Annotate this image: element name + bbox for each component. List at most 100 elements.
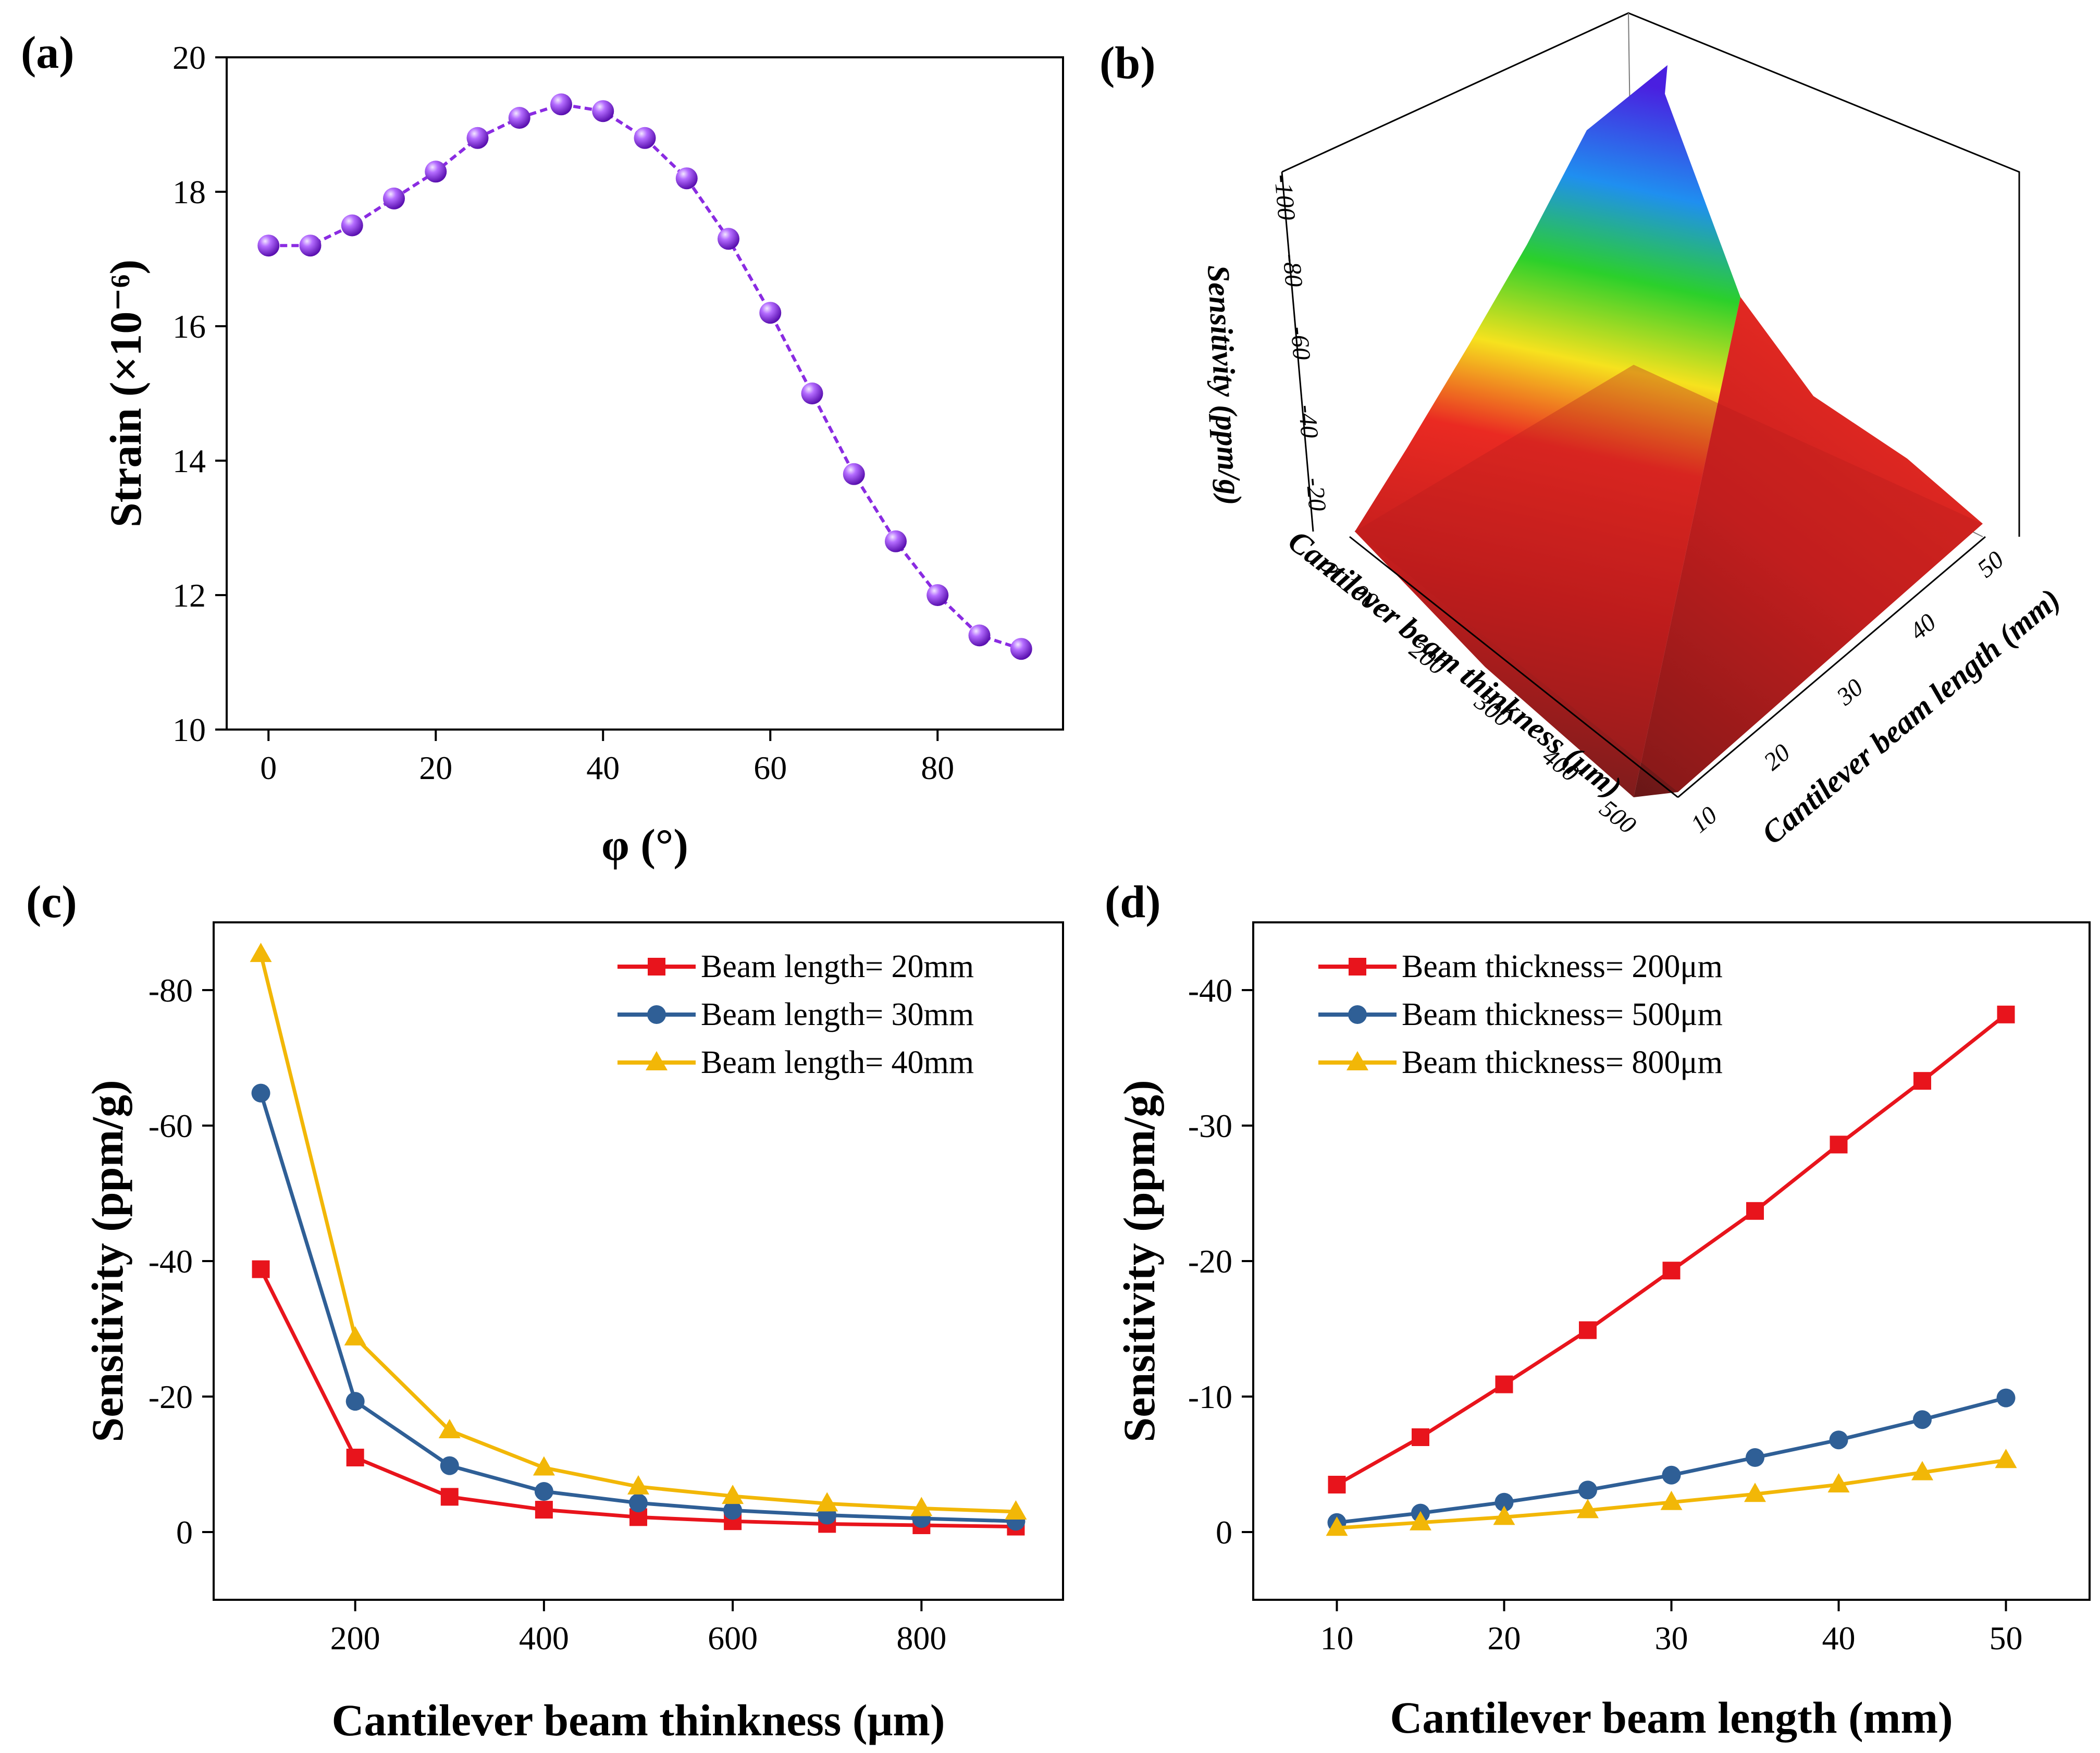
data-point [1662,1262,1681,1280]
surface-front-face [1355,365,1983,792]
x-tick-label: 20 [1488,1620,1521,1657]
data-point [252,1260,270,1278]
data-point [722,1485,744,1504]
x-tick-label: 60 [753,749,787,786]
y-tick-label: -20 [149,1378,193,1415]
legend-label: Beam length= 40mm [701,1045,974,1080]
data-point [718,228,739,250]
data-point [675,167,698,190]
y-tick-label: 18 [172,174,206,211]
box-edge [1281,171,1314,532]
y-tick-label: -30 [1188,1107,1232,1144]
y-tick-label: 0 [176,1514,193,1551]
series-line [259,1092,1016,1523]
data-point [466,127,489,149]
data-point [550,93,572,116]
data-point [816,1492,838,1512]
x-axis-label: Cantilever beam length (mm) [1390,1693,1953,1743]
legend-label: Beam length= 20mm [701,949,974,984]
surface-z-tick-label: 0 [1315,560,1343,575]
data-point [344,1326,366,1345]
data-point [1494,1492,1514,1512]
x-tick-label: 40 [586,749,620,786]
data-point [723,1501,743,1520]
panel-c-letter: (c) [26,877,77,928]
data-point [1911,1461,1933,1480]
data-point [345,1392,365,1411]
data-point [299,234,322,257]
legend-label: Beam thickness= 200μm [1402,949,1723,984]
surface-z-tick-label: -40 [1293,403,1323,439]
legend-marker [646,1051,668,1070]
panel-a-letter: (a) [21,28,75,78]
data-point [1913,1072,1931,1090]
data-point [440,1488,459,1506]
panel-c-thickness-chart: 200 400 600 800 0 -20 -40 -60 -80 Cantilever beam… [82,921,1064,1745]
x-tick-label: 30 [1655,1620,1688,1657]
data-point [1326,1516,1348,1536]
data-point [910,1497,933,1516]
plot-frame [226,56,1064,731]
x-axis-label: Cantilever beam thinkness (μm) [331,1695,945,1745]
x-tick-label: 600 [708,1620,758,1657]
legend-marker [648,958,665,976]
y-tick-label: -20 [1188,1243,1232,1280]
x-tick-label: 20 [419,749,452,786]
legend-marker [1347,1051,1368,1070]
data-point [1410,1511,1431,1530]
surface-z-tick-label: -80 [1277,252,1307,288]
legend-label: Beam thickness= 500μm [1402,997,1723,1032]
surface-right-face [1634,297,1983,797]
data-point [634,127,656,149]
data-point [346,1449,364,1466]
data-point [1829,1430,1848,1450]
y-tick-label: -40 [149,1243,193,1280]
data-point [1827,1473,1850,1492]
data-point [508,107,530,129]
y-tick-label: 16 [172,308,206,345]
data-point [1577,1499,1599,1519]
panel-d-letter: (d) [1105,877,1161,928]
data-point [1746,1202,1764,1220]
surface-z-tick-label: -100 [1269,174,1300,221]
data-point [535,1501,553,1519]
data-point [250,943,272,962]
x-tick-label: 40 [1822,1620,1856,1657]
data-point [627,1475,649,1495]
x-tick-label: 200 [330,1620,380,1657]
data-point [1010,638,1032,660]
data-point [425,161,447,183]
y-tick-label: 20 [172,39,206,76]
legend-label: Beam thickness= 800μm [1402,1045,1723,1080]
y-tick-label: -10 [1188,1378,1232,1415]
data-point [341,214,363,237]
length-axis-line [1677,536,1986,798]
data-point [1412,1428,1429,1446]
data-point [885,530,907,552]
y-tick-label: 14 [172,442,206,479]
x-tick-label: 800 [896,1620,946,1657]
surface-y-tick-label: 30 [1831,673,1869,711]
data-point [927,584,949,606]
data-point [534,1482,553,1501]
data-point [251,1083,270,1103]
data-point [257,234,280,257]
data-point [1578,1480,1597,1500]
data-point [1579,1321,1597,1339]
surface-x-tick-label: 500 [1595,795,1641,840]
data-point [440,1456,459,1475]
legend-marker [1348,1005,1367,1024]
x-tick-label: 80 [921,749,954,786]
surface-z-tick-label: -20 [1301,476,1331,512]
data-point [533,1456,555,1476]
data-point [629,1493,648,1513]
box-edge [1281,12,2020,537]
surface-y-tick-label: 40 [1905,608,1942,645]
data-point [968,624,991,647]
data-point [843,463,865,485]
data-point [1830,1135,1848,1154]
data-point [1997,1005,2015,1023]
legend-marker [1349,958,1366,976]
series-line [268,103,1022,651]
